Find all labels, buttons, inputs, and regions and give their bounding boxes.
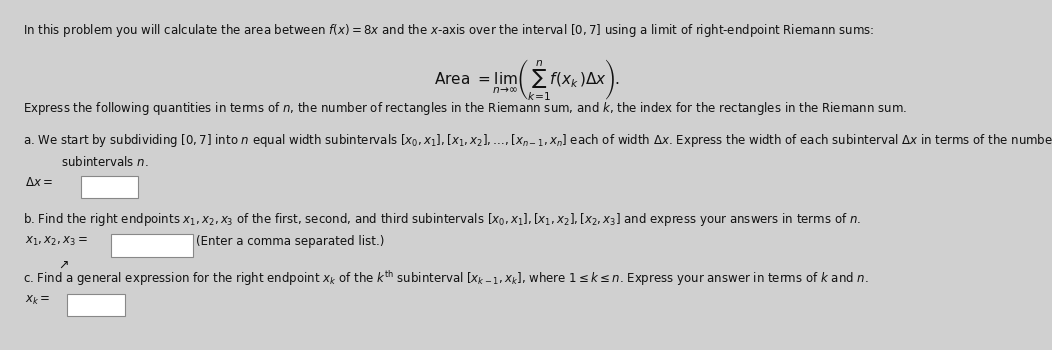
Text: a. We start by subdividing $[0, 7]$ into $n$ equal width subintervals $[x_0, x_1: a. We start by subdividing $[0, 7]$ into… — [23, 132, 1052, 149]
Text: $x_1, x_2, x_3 = $: $x_1, x_2, x_3 = $ — [25, 235, 88, 248]
FancyBboxPatch shape — [112, 234, 193, 257]
FancyBboxPatch shape — [81, 176, 138, 198]
Text: Express the following quantities in terms of $n$, the number of rectangles in th: Express the following quantities in term… — [23, 100, 907, 117]
Text: $\nearrow$: $\nearrow$ — [56, 258, 69, 271]
Text: Area $= \lim_{n \to \infty} \left(\sum_{k=1}^{n} f(x_k)\Delta x\right).$: Area $= \lim_{n \to \infty} \left(\sum_{… — [433, 57, 621, 102]
Text: $x_k = $: $x_k = $ — [25, 294, 50, 307]
Text: subintervals $n$.: subintervals $n$. — [61, 155, 148, 169]
Text: b. Find the right endpoints $x_1, x_2, x_3$ of the first, second, and third subi: b. Find the right endpoints $x_1, x_2, x… — [23, 211, 861, 228]
Text: In this problem you will calculate the area between $f(x) = 8x$ and the $x$-axis: In this problem you will calculate the a… — [23, 22, 874, 39]
Text: $\Delta x = $: $\Delta x = $ — [25, 176, 53, 189]
Text: c. Find a general expression for the right endpoint $x_k$ of the $k^{\rm th}$ su: c. Find a general expression for the rig… — [23, 269, 869, 288]
Text: (Enter a comma separated list.): (Enter a comma separated list.) — [196, 235, 384, 248]
FancyBboxPatch shape — [67, 294, 125, 316]
